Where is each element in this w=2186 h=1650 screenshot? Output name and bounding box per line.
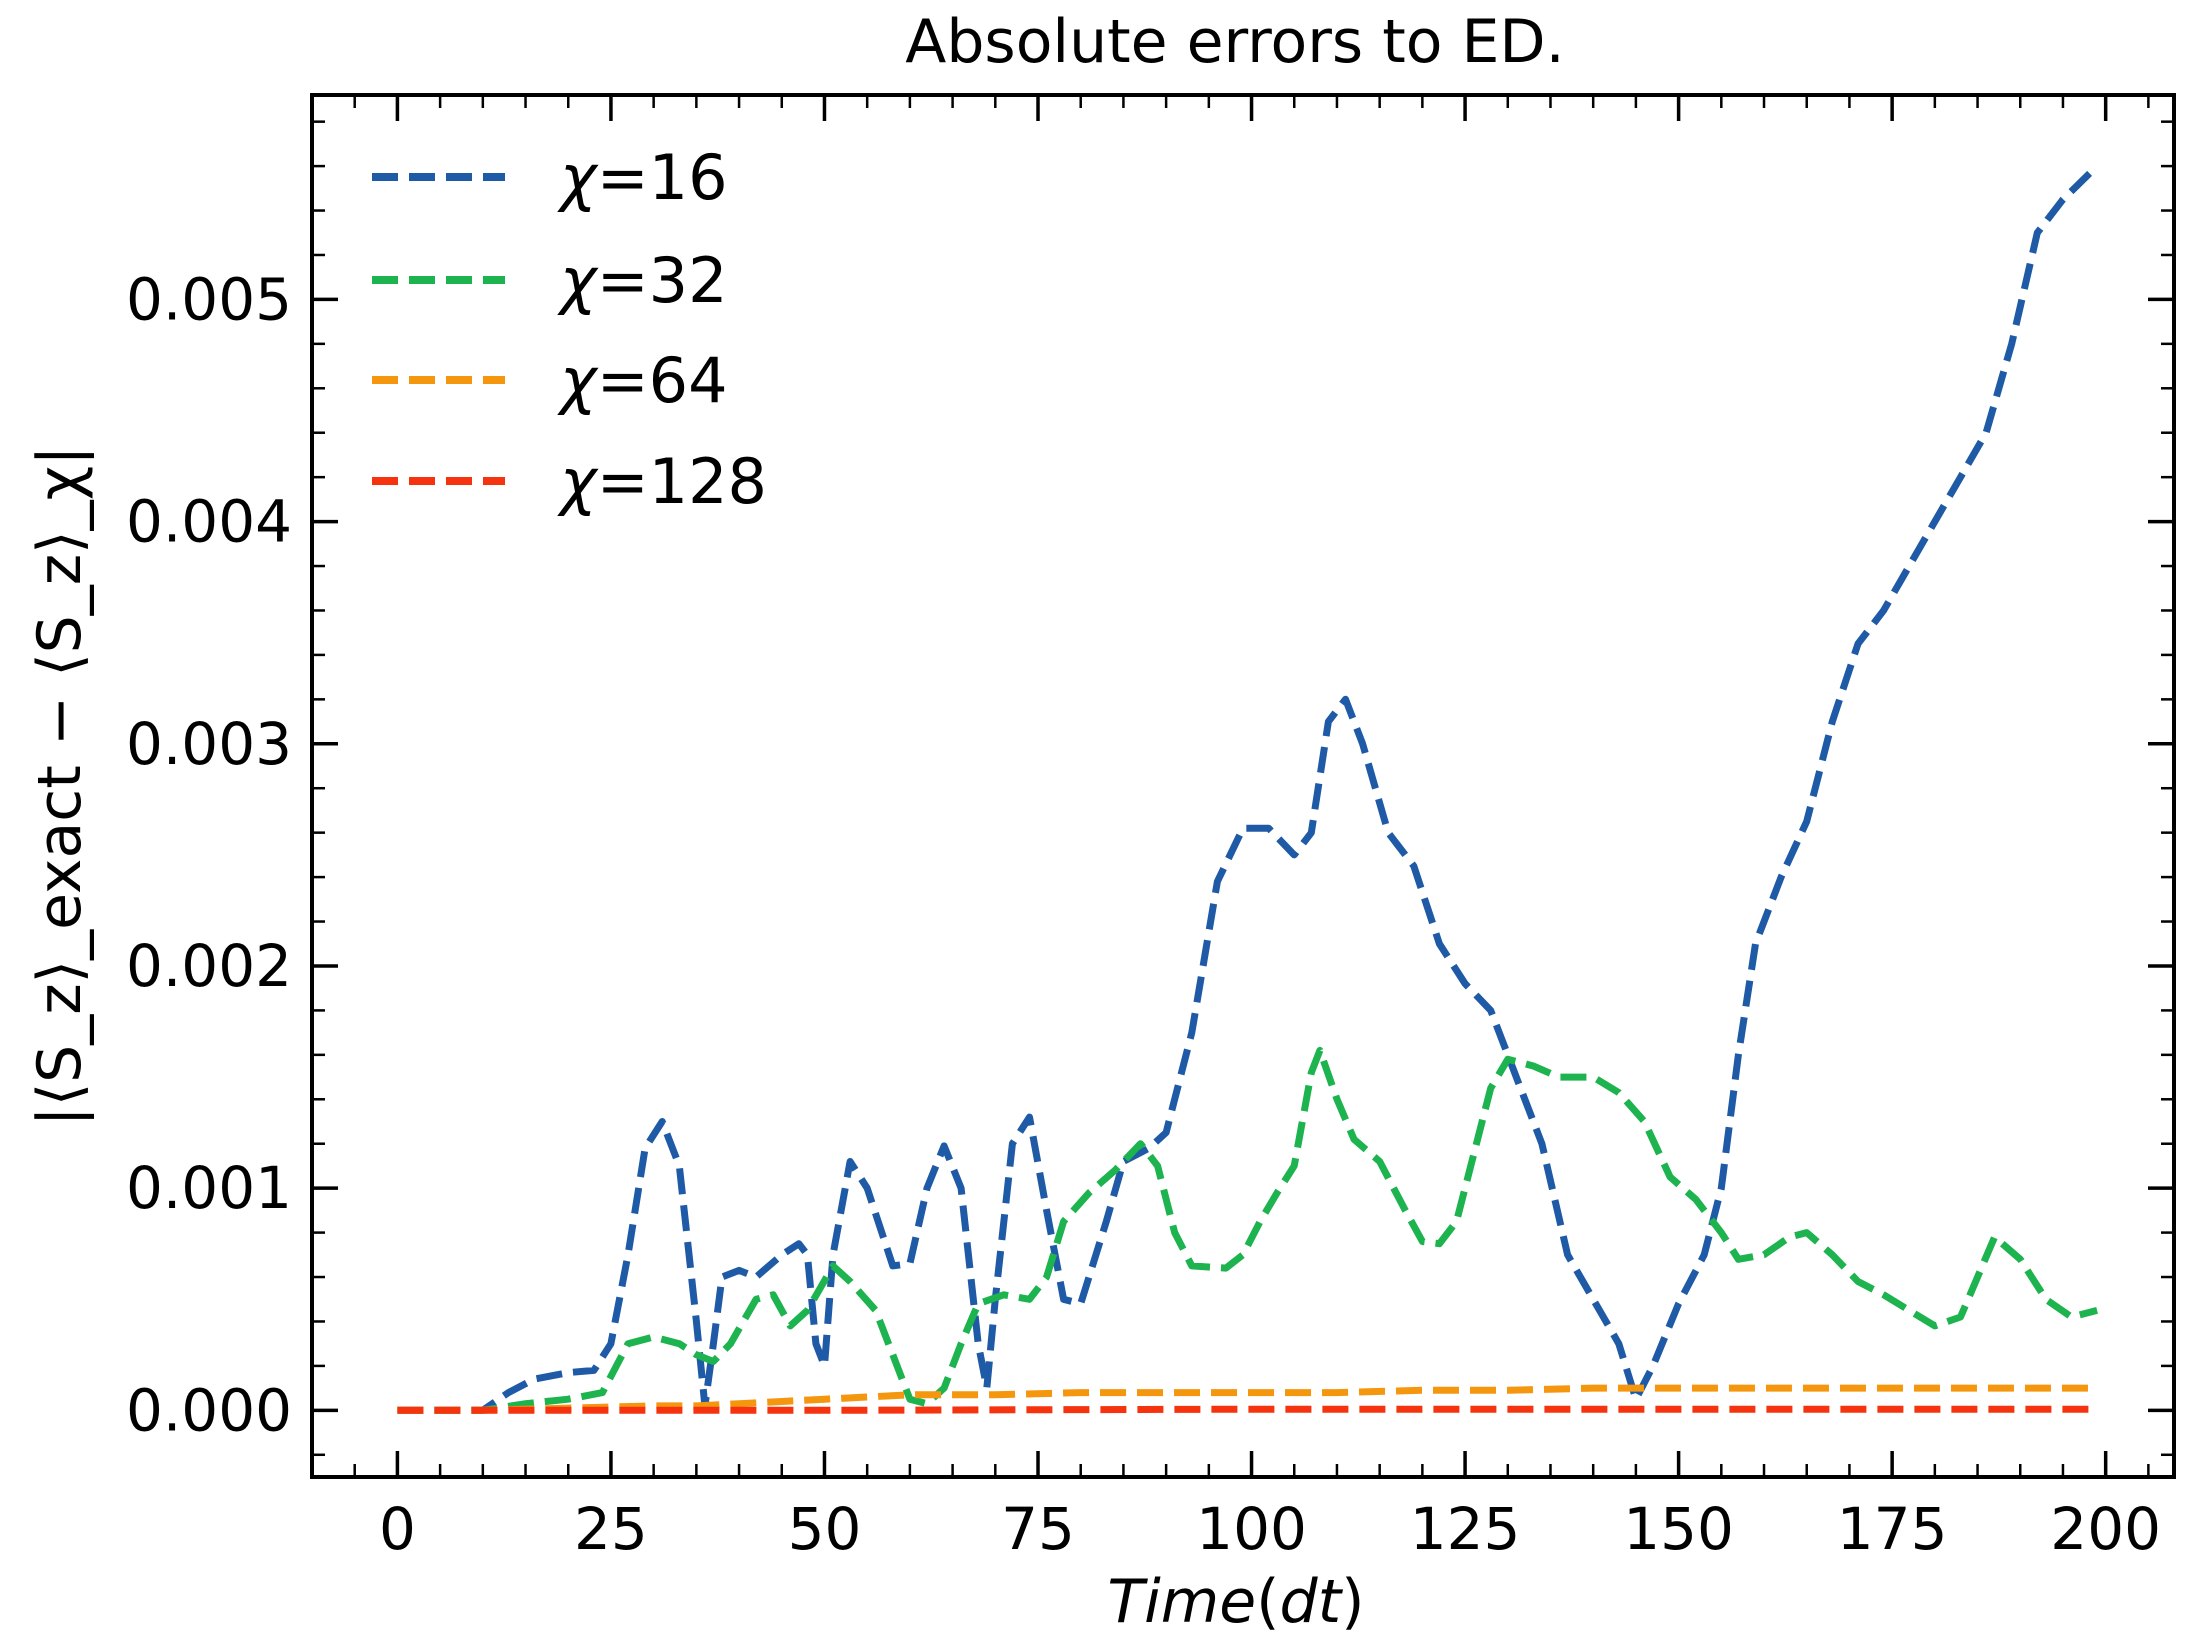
x-tick-label: 125 bbox=[1410, 1495, 1521, 1563]
x-axis-title: Time(dt) bbox=[1107, 1567, 1364, 1637]
x-tick-label: 100 bbox=[1196, 1495, 1307, 1563]
legend-label-3: χ=64 bbox=[557, 344, 728, 417]
y-axis-title: |⟨S_z⟩_exact − ⟨S_z⟩_χ| bbox=[25, 446, 95, 1127]
legend-label-2: χ=32 bbox=[557, 244, 728, 317]
x-tick-label: 25 bbox=[574, 1495, 648, 1563]
x-tick-label: 200 bbox=[2050, 1495, 2161, 1563]
series-line-2 bbox=[397, 1046, 2098, 1414]
y-tick-label: 0.000 bbox=[126, 1376, 292, 1444]
legend-label-1: χ=16 bbox=[557, 141, 728, 214]
y-tick-label: 0.004 bbox=[126, 488, 292, 556]
legend-label-4: χ=128 bbox=[557, 445, 767, 518]
x-tick-label: 50 bbox=[788, 1495, 862, 1563]
series-line-4 bbox=[397, 1405, 2098, 1414]
y-tick-label: 0.005 bbox=[126, 265, 292, 333]
y-tick-label: 0.002 bbox=[126, 932, 292, 1000]
x-tick-label: 75 bbox=[1001, 1495, 1075, 1563]
series-line-3 bbox=[397, 1384, 2098, 1414]
y-tick-label: 0.001 bbox=[126, 1154, 292, 1222]
series-line-1 bbox=[397, 163, 2100, 1414]
chart-title: Absolute errors to ED. bbox=[905, 7, 1564, 77]
x-tick-label: 175 bbox=[1837, 1495, 1948, 1563]
x-tick-label: 150 bbox=[1623, 1495, 1734, 1563]
x-tick-label: 0 bbox=[379, 1495, 416, 1563]
series-layer bbox=[397, 163, 2100, 1414]
legend: χ=16 χ=32 χ=64 χ=128 bbox=[372, 141, 767, 518]
ticks-layer: 0 25 50 75 100 125 150 175 200 0.000 0.001 0.002 0.0… bbox=[126, 95, 2174, 1563]
plot-frame bbox=[310, 93, 2176, 1479]
y-tick-label: 0.003 bbox=[126, 710, 292, 778]
